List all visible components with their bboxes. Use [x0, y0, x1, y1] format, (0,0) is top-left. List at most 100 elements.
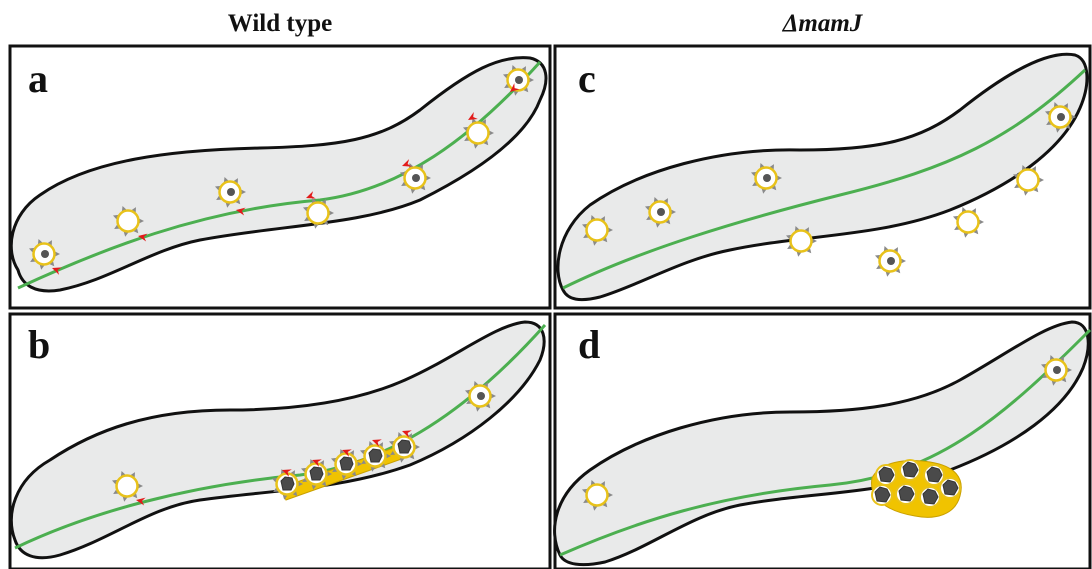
membrane-protein-tag — [1065, 123, 1071, 130]
vesicle-membrane — [585, 483, 609, 507]
membrane-protein-tag — [323, 219, 329, 226]
membrane-protein-tag — [357, 461, 362, 467]
membrane-protein-tag — [1046, 120, 1052, 125]
membrane-protein-tag — [235, 198, 241, 205]
mamj-anchor-arrow — [138, 233, 148, 242]
membrane-protein-tag — [761, 188, 767, 194]
mamj-anchor-arrow — [136, 497, 146, 506]
magnetosome-vesicle — [464, 380, 496, 412]
cell-envelope — [9, 56, 548, 293]
membrane-protein-tag — [386, 453, 391, 459]
membrane-protein-tag — [812, 238, 817, 244]
membrane-protein-tag — [1063, 103, 1068, 109]
vesicle-membrane — [585, 218, 609, 242]
magnetite-crystal — [902, 461, 919, 478]
clustered-magnetosome — [875, 464, 897, 486]
magnetosome-vesicle — [750, 162, 782, 194]
membrane-protein-tag — [600, 481, 605, 487]
membrane-protein-tag — [292, 490, 298, 497]
membrane-protein-tag — [49, 260, 55, 267]
magnetosome-vesicle — [785, 225, 817, 257]
membrane-protein-tag — [39, 264, 45, 270]
magnetite-crystal — [477, 392, 485, 400]
clustered-magnetosome — [939, 477, 961, 499]
mamj-anchor-arrow — [372, 439, 382, 447]
membrane-protein-tag — [321, 199, 326, 205]
membrane-protein-tag — [1059, 356, 1064, 362]
membrane-protein-tag — [233, 178, 238, 184]
membrane-protein-tag — [1023, 190, 1029, 196]
magnetosome-cluster — [871, 459, 962, 518]
membrane-protein-tag — [804, 227, 809, 233]
magnetosome-vesicle — [359, 440, 391, 472]
magnetite-crystal — [926, 466, 943, 483]
panel-frame-d — [553, 312, 1092, 569]
membrane-protein-tag — [55, 251, 60, 257]
membrane-protein-tag — [114, 224, 120, 229]
magnetite-crystal — [1053, 366, 1061, 374]
membrane-protein-tag — [47, 240, 52, 246]
magnetosome-vesicle — [502, 64, 534, 96]
membrane-protein-tag — [302, 477, 308, 482]
membrane-protein-tag — [1042, 373, 1048, 378]
membrane-protein-tag — [225, 202, 231, 208]
membrane-protein-tag — [138, 483, 143, 489]
cell-b — [9, 320, 547, 560]
magnetosome-vesicle — [112, 205, 144, 237]
membrane-protein-tag — [327, 471, 332, 477]
membrane-protein-tag — [483, 139, 489, 146]
membrane-protein-tag — [583, 233, 589, 238]
membrane-protein-tag — [771, 184, 777, 191]
membrane-protein-tag — [971, 208, 976, 214]
membrane-protein-tag — [529, 77, 534, 83]
membrane-protein-tag — [349, 450, 354, 456]
membrane-protein-tag — [521, 66, 526, 72]
vesicle-membrane — [306, 201, 330, 225]
membrane-protein-tag — [313, 223, 319, 229]
magnetosome-vesicle — [302, 197, 334, 229]
magnetite-crystal — [368, 448, 383, 463]
membrane-protein-tag — [332, 467, 338, 472]
cell-a — [9, 56, 548, 293]
clustered-magnetosome — [871, 484, 893, 506]
mamj-anchor-arrow — [342, 449, 352, 457]
membrane-protein-tag — [1071, 114, 1076, 120]
membrane-protein-tag — [415, 444, 420, 450]
membrane-protein-tag — [311, 484, 317, 490]
membrane-protein-tag — [329, 210, 334, 216]
membrane-protein-tag — [130, 472, 135, 478]
magnetite-crystal — [922, 488, 939, 505]
membrane-protein-tag — [979, 219, 984, 225]
magnetite-crystal — [887, 257, 895, 265]
panel-frame-b — [8, 312, 552, 569]
membrane-protein-tag — [671, 209, 676, 215]
vesicle-membrane — [115, 474, 139, 498]
mamj-anchor-arrow — [306, 191, 316, 199]
membrane-protein-tag — [885, 271, 891, 277]
membrane-protein-tag — [399, 457, 405, 463]
membrane-protein-tag — [489, 130, 494, 136]
membrane-protein-tag — [592, 505, 598, 511]
membrane-protein-tag — [132, 492, 138, 499]
panel-frame-a — [8, 44, 552, 310]
membrane-protein-tag — [298, 481, 303, 487]
membrane-protein-tag — [954, 225, 960, 230]
membrane-protein-tag — [1051, 380, 1057, 386]
membrane-protein-tag — [321, 480, 327, 487]
panel-frame-c — [553, 44, 1092, 310]
magnetosome-vesicle — [1040, 354, 1072, 386]
membrane-protein-tag — [30, 257, 36, 262]
membrane-protein-tag — [608, 492, 613, 498]
membrane-protein-tag — [131, 207, 136, 213]
magnetosome-vesicle — [581, 214, 613, 246]
membrane-protein-tag — [378, 442, 383, 448]
magnetite-crystal — [309, 466, 324, 481]
membrane-protein-tag — [895, 267, 901, 274]
magnetite-crystal — [227, 188, 235, 196]
magnetite-crystal — [515, 76, 523, 84]
clustered-magnetosome — [923, 464, 945, 486]
mamj-anchor-arrow — [52, 267, 62, 275]
magnetite-crystal — [1057, 113, 1065, 121]
header-wild-type: Wild type — [227, 10, 333, 37]
membrane-protein-tag — [600, 216, 605, 222]
